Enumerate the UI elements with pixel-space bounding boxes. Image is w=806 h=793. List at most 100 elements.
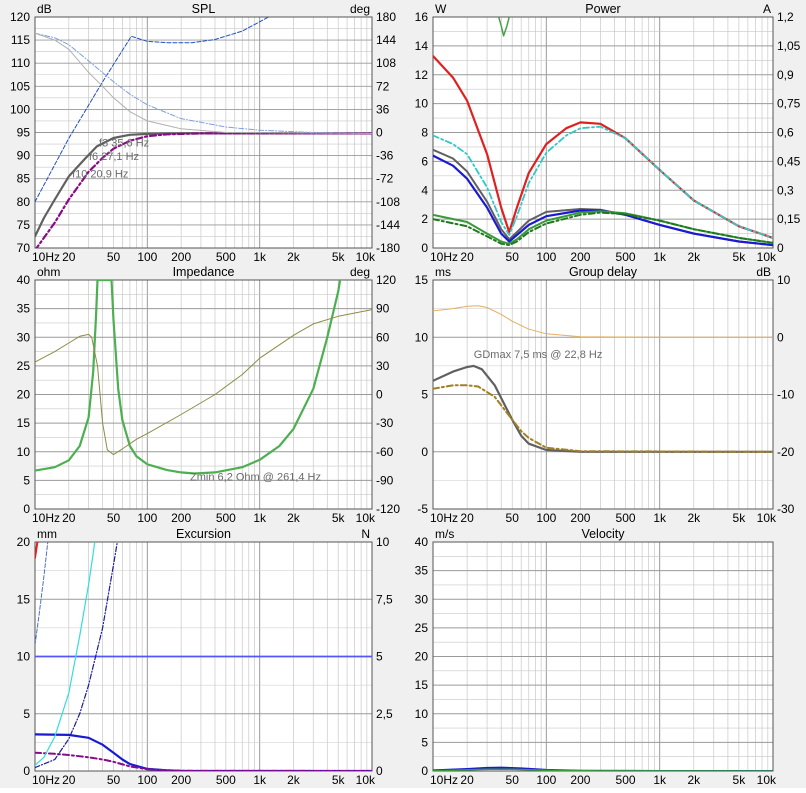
y-tick-label: 35 [17,302,31,316]
y-tick-label: 10 [17,445,31,459]
series-group [433,305,773,453]
series-line-2 [433,125,773,239]
x-tick-label: 200 [171,773,191,787]
x-tick-label: 50 [107,511,121,525]
y-unit-label: m/s [435,527,454,541]
y-tick-label: 75 [17,218,31,232]
y2-tick-label: 0,6 [777,126,794,140]
x-tick-label: 5k [332,511,346,525]
y-unit-label: ms [435,265,451,279]
y2-unit-label: deg [350,2,370,16]
y2-tick-label: -30 [376,416,394,430]
x-tick-label: 10k [757,511,777,525]
series-line-6 [35,542,49,646]
x-tick-label: 1k [653,773,667,787]
grid [35,16,372,249]
chart-title: Excursion [176,527,231,541]
y2-tick-label: 0 [777,330,784,344]
series-line-2 [35,132,372,248]
y-tick-label: 20 [17,535,31,549]
y2-tick-label: 0 [376,764,383,778]
y2-tick-label: 1,05 [777,39,801,53]
series-line-7 [35,542,39,559]
y2-tick-label: 0,75 [777,97,801,111]
series-group [433,766,773,771]
x-tick-label: 10Hz [32,511,60,525]
y2-tick-label: 90 [376,302,390,316]
x-tick-label: 10k [757,250,777,264]
series-line-7 [497,17,510,37]
x-tick-label: 20 [460,250,474,264]
y-tick-label: 70 [17,241,31,255]
chart-title: Velocity [581,527,625,541]
y2-tick-label: 72 [376,79,390,93]
series-line-3 [35,17,270,203]
y-tick-label: 10 [415,707,429,721]
series-line-5 [35,542,118,769]
x-tick-label: 5k [733,250,747,264]
grid [433,279,773,510]
y2-tick-label: 60 [376,330,390,344]
y-tick-label: 16 [415,10,429,24]
x-tick-label: 10Hz [430,511,458,525]
x-tick-label: 10k [356,250,376,264]
y-unit-label: dB [37,2,52,16]
x-tick-label: 2k [287,773,301,787]
chart-power: Power W A 0 2 4 6 8 10 12 14 16 0 0,15 0,3 0,45 0,6 0,75 0… [415,2,801,264]
chart-impedance: Impedance ohm deg 0 5 10 15 20 25 30 35 40 -120 -90 -6… [17,265,401,525]
x-tick-label: 10k [757,773,777,787]
x-tick-label: 200 [570,511,590,525]
x-tick-label: 1k [653,250,667,264]
x-tick-label: 100 [137,250,157,264]
y2-unit-label: dB [756,265,771,279]
y2-tick-label: 36 [376,102,390,116]
series-line-3 [433,384,773,453]
x-tick-label: 1k [253,250,267,264]
x-tick-label: 50 [107,773,121,787]
x-tick-label: 20 [62,511,76,525]
y2-tick-label: 2,5 [376,707,393,721]
y2-unit-label: N [361,527,370,541]
x-tick-label: 500 [616,250,636,264]
y-tick-label: 35 [415,564,429,578]
y-tick-label: 100 [10,102,30,116]
y2-tick-label: 0,9 [777,68,794,82]
y-tick-label: 2 [421,212,428,226]
x-tick-label: 500 [616,511,636,525]
y2-tick-label: 5 [376,650,383,664]
x-tick-label: 50 [506,773,520,787]
y-tick-label: 15 [17,416,31,430]
chart-annotation: GDmax 7,5 ms @ 22,8 Hz [474,349,603,361]
x-tick-label: 20 [62,250,76,264]
x-tick-label: 100 [137,773,157,787]
x-tick-label: 5k [733,511,747,525]
y-tick-label: 0 [421,445,428,459]
y-tick-label: 85 [17,172,31,186]
x-tick-label: 1k [253,773,267,787]
grid [433,541,773,772]
y2-tick-label: 0 [376,126,383,140]
chart-title: Group delay [569,265,638,279]
series-group [433,17,773,247]
y-tick-label: 4 [421,183,428,197]
y2-tick-label: 0 [376,388,383,402]
y-tick-label: 40 [415,535,429,549]
y2-tick-label: 0 [777,241,784,255]
x-tick-label: 500 [216,250,236,264]
y-unit-label: mm [37,527,57,541]
x-tick-label: 5k [332,773,346,787]
y-tick-label: 8 [421,126,428,140]
x-tick-label: 2k [287,511,301,525]
y2-tick-label: -72 [376,172,394,186]
plot-border [432,279,774,510]
y2-tick-label: -60 [376,445,394,459]
y-tick-label: 6 [421,154,428,168]
x-tick-label: 2k [687,250,701,264]
y-tick-label: 40 [17,273,31,287]
x-tick-label: 10Hz [430,773,458,787]
y-tick-label: 80 [17,195,31,209]
y-tick-label: -5 [417,502,428,516]
series-line-2 [35,309,372,456]
series-line-2 [35,733,372,771]
